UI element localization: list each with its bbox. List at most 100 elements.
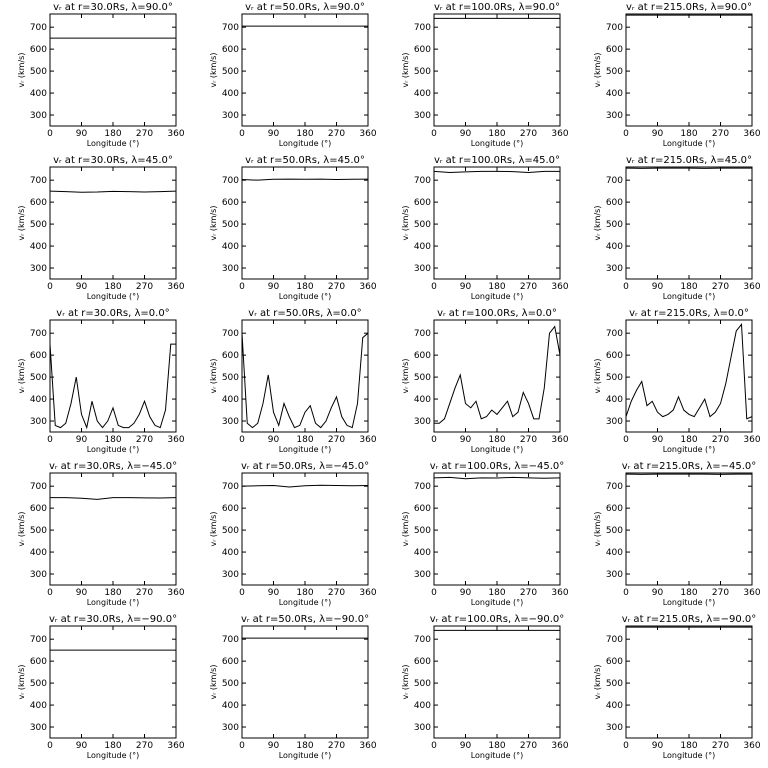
plot-frame [433, 13, 561, 127]
chart-title: vᵣ at r=215.0Rs, λ=−90.0° [622, 614, 757, 625]
x-axis-label: Longitude (°) [87, 751, 140, 760]
chart-title: vᵣ at r=30.0Rs, λ=0.0° [56, 308, 169, 319]
y-tick-label: 300 [606, 111, 623, 121]
y-tick-label: 700 [606, 23, 623, 33]
plot-frame [49, 625, 177, 739]
x-tick-label: 360 [167, 435, 184, 445]
y-tick-label: 500 [222, 373, 239, 383]
x-tick-label: 90 [652, 588, 664, 598]
plot-frame [433, 319, 561, 433]
y-tick-label: 500 [30, 67, 47, 77]
x-tick-label: 360 [551, 282, 568, 292]
x-axis-label: Longitude (°) [663, 292, 716, 301]
y-tick-label: 500 [606, 67, 623, 77]
chart-title: vᵣ at r=30.0Rs, λ=45.0° [53, 155, 173, 166]
y-tick-label: 600 [414, 351, 431, 361]
y-tick-label: 300 [30, 111, 47, 121]
chart-title: vᵣ at r=215.0Rs, λ=90.0° [626, 2, 752, 13]
y-tick-label: 700 [606, 482, 623, 492]
x-tick-label: 0 [623, 282, 629, 292]
y-tick-label: 300 [606, 417, 623, 427]
x-tick-label: 270 [712, 282, 729, 292]
y-tick-label: 500 [222, 220, 239, 230]
x-tick-label: 90 [652, 435, 664, 445]
x-axis-label: Longitude (°) [663, 139, 716, 148]
y-tick-label: 700 [30, 482, 47, 492]
x-tick-label: 360 [359, 435, 376, 445]
x-tick-label: 360 [167, 741, 184, 751]
y-tick-label: 500 [30, 679, 47, 689]
y-tick-label: 400 [414, 89, 431, 99]
x-tick-label: 180 [104, 741, 121, 751]
y-axis-label: vᵣ (km/s) [593, 359, 602, 394]
y-tick-label: 300 [30, 570, 47, 580]
y-tick-label: 600 [222, 351, 239, 361]
y-tick-label: 400 [30, 89, 47, 99]
x-tick-label: 270 [136, 129, 153, 139]
x-tick-label: 0 [239, 741, 245, 751]
chart-title: vᵣ at r=30.0Rs, λ=−45.0° [49, 461, 177, 472]
y-tick-label: 500 [606, 373, 623, 383]
y-tick-label: 600 [414, 45, 431, 55]
x-tick-label: 180 [296, 435, 313, 445]
data-line [434, 325, 561, 424]
plot-frame [625, 625, 753, 739]
plot-frame [433, 472, 561, 586]
y-tick-label: 600 [222, 657, 239, 667]
x-tick-label: 270 [136, 282, 153, 292]
x-tick-label: 180 [104, 282, 121, 292]
y-tick-label: 300 [222, 111, 239, 121]
chart-title: vᵣ at r=100.0Rs, λ=−45.0° [430, 461, 565, 472]
plot-frame [49, 472, 177, 586]
chart-title: vᵣ at r=30.0Rs, λ=90.0° [53, 2, 173, 13]
x-tick-label: 270 [328, 282, 345, 292]
x-tick-label: 0 [239, 588, 245, 598]
y-tick-label: 300 [606, 570, 623, 580]
x-axis-label: Longitude (°) [471, 445, 524, 454]
y-axis-label: vᵣ (km/s) [209, 512, 218, 547]
x-tick-label: 360 [551, 588, 568, 598]
y-axis-label: vᵣ (km/s) [593, 512, 602, 547]
x-tick-label: 180 [488, 741, 505, 751]
x-tick-label: 90 [268, 129, 280, 139]
y-tick-label: 600 [222, 198, 239, 208]
chart-title: vᵣ at r=215.0Rs, λ=−45.0° [622, 461, 757, 472]
x-axis-label: Longitude (°) [279, 292, 332, 301]
plot-frame [241, 13, 369, 127]
y-tick-label: 700 [222, 482, 239, 492]
x-tick-label: 0 [239, 282, 245, 292]
plot-frame [241, 472, 369, 586]
y-tick-label: 700 [414, 482, 431, 492]
x-tick-label: 180 [680, 129, 697, 139]
x-tick-label: 180 [488, 435, 505, 445]
y-tick-label: 400 [606, 548, 623, 558]
x-tick-label: 360 [359, 741, 376, 751]
y-tick-label: 600 [606, 198, 623, 208]
plot-frame [625, 13, 753, 127]
y-tick-label: 400 [222, 242, 239, 252]
x-tick-label: 0 [47, 282, 53, 292]
y-axis-label: vᵣ (km/s) [401, 206, 410, 241]
x-axis-label: Longitude (°) [471, 139, 524, 148]
y-tick-label: 300 [414, 723, 431, 733]
x-tick-label: 90 [652, 741, 664, 751]
x-axis-label: Longitude (°) [663, 751, 716, 760]
y-axis-label: vᵣ (km/s) [209, 206, 218, 241]
y-axis-label: vᵣ (km/s) [209, 665, 218, 700]
chart-title: vᵣ at r=215.0Rs, λ=45.0° [626, 155, 752, 166]
data-line [625, 323, 753, 420]
y-tick-label: 700 [222, 176, 239, 186]
data-line [241, 332, 369, 429]
x-tick-label: 0 [623, 741, 629, 751]
y-tick-label: 400 [30, 701, 47, 711]
x-tick-label: 0 [47, 129, 53, 139]
y-tick-label: 300 [414, 570, 431, 580]
chart-title: vᵣ at r=100.0Rs, λ=45.0° [434, 155, 560, 166]
y-tick-label: 400 [222, 89, 239, 99]
y-tick-label: 400 [414, 242, 431, 252]
y-tick-label: 600 [30, 198, 47, 208]
x-tick-label: 180 [488, 129, 505, 139]
y-tick-label: 700 [222, 329, 239, 339]
plot-frame [433, 625, 561, 739]
x-tick-label: 270 [328, 741, 345, 751]
